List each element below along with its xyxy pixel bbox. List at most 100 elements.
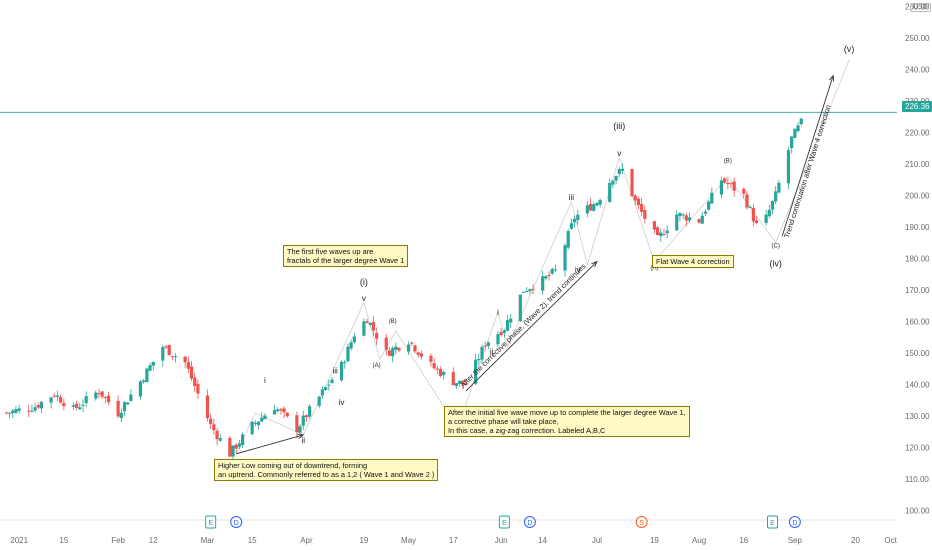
candle-body xyxy=(541,276,545,291)
candle-body xyxy=(320,389,325,396)
candle-body xyxy=(435,368,439,370)
candle-body xyxy=(100,391,104,397)
earnings-marker xyxy=(767,515,779,529)
candle-body xyxy=(786,150,791,184)
x-tick-label: 19 xyxy=(359,536,368,545)
candle-body xyxy=(218,438,222,441)
x-tick-label: 2021 xyxy=(10,536,28,545)
candle-body xyxy=(678,213,682,217)
candle-body xyxy=(7,412,12,414)
wave-label: (B) xyxy=(724,158,732,164)
y-tick-label: 180.00 xyxy=(905,254,930,263)
candle-body xyxy=(97,393,101,395)
note-flat-wave4: Flat Wave 4 correction xyxy=(652,255,734,268)
candle-body xyxy=(183,356,187,363)
candle-body xyxy=(17,408,21,411)
candle-body xyxy=(419,353,423,357)
candle-body xyxy=(368,322,372,325)
candle-body xyxy=(231,445,235,457)
candle-body xyxy=(553,269,558,271)
candle-body xyxy=(75,403,79,408)
candle-body xyxy=(595,203,599,206)
candle-body xyxy=(518,294,522,321)
candle-body xyxy=(665,230,669,234)
note-zigzag-correction: After the initial five wave move up to c… xyxy=(444,406,690,437)
candle-body xyxy=(454,383,459,387)
candle-body xyxy=(343,361,347,363)
candle-body xyxy=(572,218,577,223)
candle-body xyxy=(640,203,644,212)
candle-body xyxy=(145,368,149,383)
candle-body xyxy=(751,208,755,222)
candle-body xyxy=(742,188,746,194)
candle-body xyxy=(387,350,392,356)
candle-body xyxy=(253,422,257,424)
annotation-wave2-continuation: After the corrective phase, (Wave 2), tr… xyxy=(458,261,587,389)
arrow-head xyxy=(591,260,598,268)
x-tick-label: 15 xyxy=(59,536,68,545)
currency-badge[interactable]: USD xyxy=(910,3,931,12)
candle-body xyxy=(700,215,704,224)
candle-body xyxy=(94,392,98,399)
time-axis[interactable]: 2021 15 Feb 12 Mar 15 Apr 19 May 17 Jun 14 Jul 19 Aug 1… xyxy=(0,519,898,545)
x-tick-label: 12 xyxy=(149,536,158,545)
candle-body xyxy=(566,231,570,248)
candle-body xyxy=(4,412,8,414)
wave-label: iii xyxy=(333,366,339,375)
candle-body xyxy=(151,361,155,366)
y-tick-label: 210.00 xyxy=(905,160,930,169)
candle-body xyxy=(27,410,31,412)
price-axis[interactable]: 100.00 110.00 120.00 130.00 140.00 150.00 160.… xyxy=(905,2,930,515)
candle-body xyxy=(684,215,688,221)
wave-label: ii xyxy=(301,436,305,445)
candle-body xyxy=(205,395,210,419)
y-tick-label: 150.00 xyxy=(905,349,930,358)
candle-body xyxy=(410,342,414,344)
last-price-label: 226.36 xyxy=(902,101,932,112)
candle-body xyxy=(59,396,63,403)
wave-label: (A) xyxy=(650,265,658,271)
candle-body xyxy=(499,331,503,336)
wave-label: iv xyxy=(339,398,345,407)
candle-body xyxy=(531,288,535,290)
candle-body xyxy=(483,345,487,347)
candle-body xyxy=(189,366,194,379)
wave-count-path xyxy=(775,59,850,243)
candle-body xyxy=(675,214,679,231)
trend-arrow xyxy=(236,434,304,455)
candle-body xyxy=(521,291,526,293)
candle-body xyxy=(592,204,596,211)
candle-body xyxy=(324,387,328,391)
candle-body xyxy=(723,178,727,183)
candle-body xyxy=(71,405,76,407)
candle-body xyxy=(126,402,130,405)
wave-count-path xyxy=(363,302,457,414)
candle-body xyxy=(509,318,513,323)
candle-body xyxy=(167,345,171,356)
wave-label: iv xyxy=(575,266,581,275)
candle-body xyxy=(397,347,401,351)
wave-label: (A) xyxy=(373,363,381,369)
x-tick-label: May xyxy=(401,536,416,545)
candle-body xyxy=(707,201,711,210)
candle-body xyxy=(339,361,344,381)
wave-label: i xyxy=(497,308,499,317)
candle-body xyxy=(719,180,724,195)
wave-label: iii xyxy=(569,193,575,202)
wave-count-path xyxy=(235,302,365,454)
candle-body xyxy=(279,409,283,411)
candle-body xyxy=(14,409,18,413)
wave-label: (v) xyxy=(844,44,855,54)
x-tick-label: Oct xyxy=(884,536,897,545)
x-tick-label: 20 xyxy=(851,536,860,545)
candle-body xyxy=(486,342,491,347)
candle-body xyxy=(598,199,602,205)
candle-body xyxy=(103,396,107,398)
trend-arrow xyxy=(781,75,834,237)
y-tick-label: 170.00 xyxy=(905,286,930,295)
candle-body xyxy=(36,405,40,408)
candle-body xyxy=(547,274,551,276)
y-tick-label: 140.00 xyxy=(905,380,930,389)
